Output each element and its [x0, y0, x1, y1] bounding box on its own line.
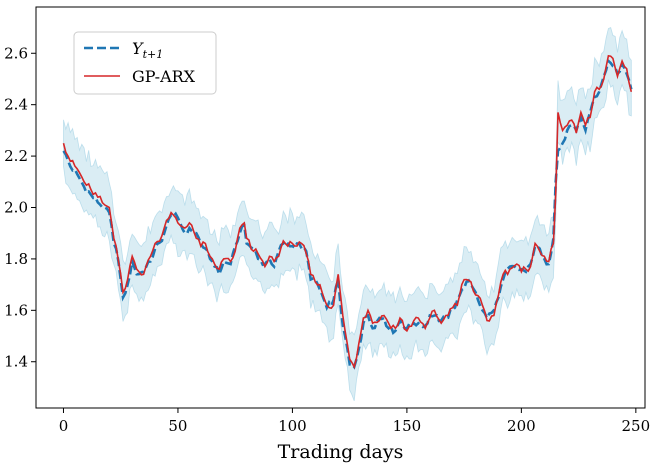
x-axis-label: Trading days: [278, 441, 404, 463]
y-tick-label: 2.4: [4, 96, 28, 114]
y-tick-label: 1.4: [4, 353, 28, 371]
x-tick-label: 0: [59, 417, 69, 435]
plot-area: [62, 26, 633, 402]
x-tick-label: 200: [507, 417, 536, 435]
x-tick-label: 250: [622, 417, 651, 435]
x-tick-label: 150: [393, 417, 422, 435]
confidence-band: [63, 26, 632, 402]
series-line-gp-arx: [62, 54, 633, 370]
legend-box: [73, 31, 217, 95]
y-tick-label: 1.6: [4, 301, 28, 319]
legend-label-gp-arx: GP-ARX: [132, 67, 196, 86]
y-tick-label: 2.6: [4, 44, 28, 62]
x-tick-label: 100: [278, 417, 307, 435]
y-axis: 1.4 1.6 1.8 2.0 2.2 2.4 2.6: [4, 44, 36, 371]
y-tick-label: 1.8: [4, 250, 28, 268]
legend: Yt+1 GP-ARX: [73, 31, 217, 95]
x-axis: 0 50 100 150 200 250: [59, 408, 650, 435]
legend-label-actual: Yt+1: [132, 39, 163, 61]
y-tick-label: 2.2: [4, 147, 28, 165]
y-tick-label: 2.0: [4, 199, 28, 217]
x-tick-label: 50: [168, 417, 187, 435]
